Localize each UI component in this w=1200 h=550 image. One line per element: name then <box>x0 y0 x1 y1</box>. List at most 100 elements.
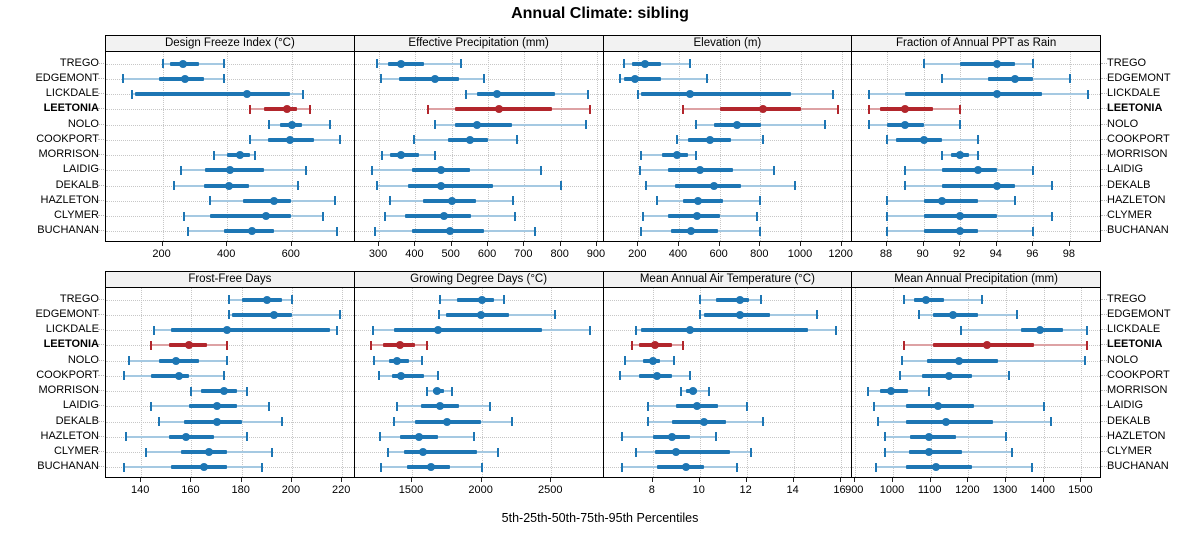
whisker-cap-95th <box>1087 89 1090 99</box>
x-tick-label: 1400 <box>1030 484 1055 496</box>
whisker-cap-95th <box>539 165 542 175</box>
x-gridline <box>841 52 843 241</box>
site-label-right: TREGO <box>1107 56 1147 69</box>
whisker-cap-95th <box>589 325 592 335</box>
whisker-cap-95th <box>554 310 557 320</box>
whisker-cap-95th <box>689 371 692 381</box>
whisker-cap-95th <box>1050 181 1053 191</box>
x-tick-label: 2500 <box>538 484 563 496</box>
x-tick-mark <box>290 242 292 246</box>
whisker-cap-95th <box>816 310 819 320</box>
x-tick-mark <box>595 242 597 246</box>
row-tick-right <box>1101 108 1107 110</box>
median-dot <box>262 295 271 304</box>
iqr-25-75-bar <box>671 419 726 424</box>
x-tick-label: 300 <box>368 248 388 260</box>
iqr-25-75-bar <box>941 183 1016 188</box>
whisker-cap-5th <box>157 417 160 427</box>
whisker-cap-95th <box>1007 371 1010 381</box>
x-tick-mark <box>487 242 489 246</box>
whisker-cap-5th <box>374 226 377 236</box>
iqr-25-75-bar <box>477 92 556 97</box>
whisker-cap-5th <box>383 211 386 221</box>
panel-header: Effective Precipitation (mm) <box>353 35 604 52</box>
whisker-cap-5th <box>380 462 383 472</box>
median-dot <box>222 326 231 335</box>
whisker-cap-5th <box>268 120 271 130</box>
whisker-cap-5th <box>434 120 437 130</box>
whisker-cap-5th <box>125 432 128 442</box>
whisker-cap-5th <box>173 181 176 191</box>
whisker-cap-5th <box>886 211 888 221</box>
whisker-cap-95th <box>336 226 339 236</box>
x-tick-label: 200 <box>152 248 171 260</box>
row-gridline <box>603 78 852 80</box>
iqr-25-75-bar <box>209 214 292 219</box>
site-label-left: MORRISON <box>38 148 100 161</box>
whisker-cap-5th <box>150 401 153 411</box>
whisker-cap-95th <box>222 59 225 69</box>
whisker-cap-95th <box>483 74 486 84</box>
whisker-cap-5th <box>370 165 373 175</box>
whisker-cap-95th <box>304 165 307 175</box>
site-label-left: NOLO <box>67 353 99 366</box>
x-gridline <box>1081 288 1083 477</box>
whisker-cap-95th <box>336 325 339 335</box>
iqr-25-75-bar <box>231 312 292 317</box>
x-gridline <box>241 288 243 477</box>
whisker-cap-5th <box>618 74 621 84</box>
x-tick-mark <box>799 242 801 246</box>
median-dot <box>178 59 187 68</box>
whisker-cap-95th <box>759 295 762 305</box>
x-tick-label: 160 <box>181 484 200 496</box>
site-label-right: LEETONIA <box>1107 338 1163 351</box>
median-dot <box>435 402 444 411</box>
whisker-cap-95th <box>260 462 263 472</box>
x-tick-mark <box>840 242 842 246</box>
whisker-cap-5th <box>639 165 642 175</box>
iqr-25-75-bar <box>987 76 1034 81</box>
whisker-cap-95th <box>472 432 475 442</box>
whisker-cap-95th <box>511 417 514 427</box>
x-tick-label: 600 <box>477 248 497 260</box>
iqr-25-75-bar <box>624 76 661 81</box>
x-gridline <box>596 52 598 241</box>
iqr-25-75-bar <box>242 198 292 203</box>
row-gridline <box>603 375 852 377</box>
site-label-left: DEKALB <box>55 178 99 191</box>
site-label-left: COOKPORT <box>36 132 99 145</box>
x-gridline <box>415 52 417 241</box>
x-tick-mark <box>559 242 561 246</box>
x-tick-label: 8 <box>648 484 655 496</box>
median-dot <box>696 166 705 175</box>
x-tick-label: 1100 <box>917 484 942 496</box>
x-tick-label: 1500 <box>1068 484 1093 496</box>
whisker-cap-95th <box>750 447 753 457</box>
median-dot <box>686 90 695 99</box>
x-tick-mark <box>792 478 794 482</box>
median-dot <box>172 356 181 365</box>
x-gridline <box>1043 288 1045 477</box>
whisker-cap-5th <box>867 104 870 114</box>
whisker-cap-95th <box>514 211 517 221</box>
median-dot <box>242 90 251 99</box>
site-label-right: NOLO <box>1107 117 1139 130</box>
x-gridline <box>800 52 802 241</box>
whisker-cap-5th <box>130 89 133 99</box>
whisker-cap-95th <box>1068 74 1071 84</box>
median-dot <box>672 448 681 457</box>
whisker-cap-95th <box>480 462 483 472</box>
x-tick-mark <box>922 242 924 246</box>
median-dot <box>693 196 702 205</box>
iqr-25-75-bar <box>399 76 459 81</box>
whisker-cap-95th <box>762 417 765 427</box>
iqr-25-75-bar <box>716 297 749 302</box>
median-dot <box>653 371 662 380</box>
whisker-cap-95th <box>672 356 675 366</box>
x-tick-label: 180 <box>231 484 250 496</box>
whisker-cap-95th <box>280 417 283 427</box>
x-tick-label: 10 <box>692 484 705 496</box>
whisker-cap-95th <box>980 295 983 305</box>
x-tick-label: 96 <box>1026 248 1039 260</box>
median-dot <box>212 402 221 411</box>
